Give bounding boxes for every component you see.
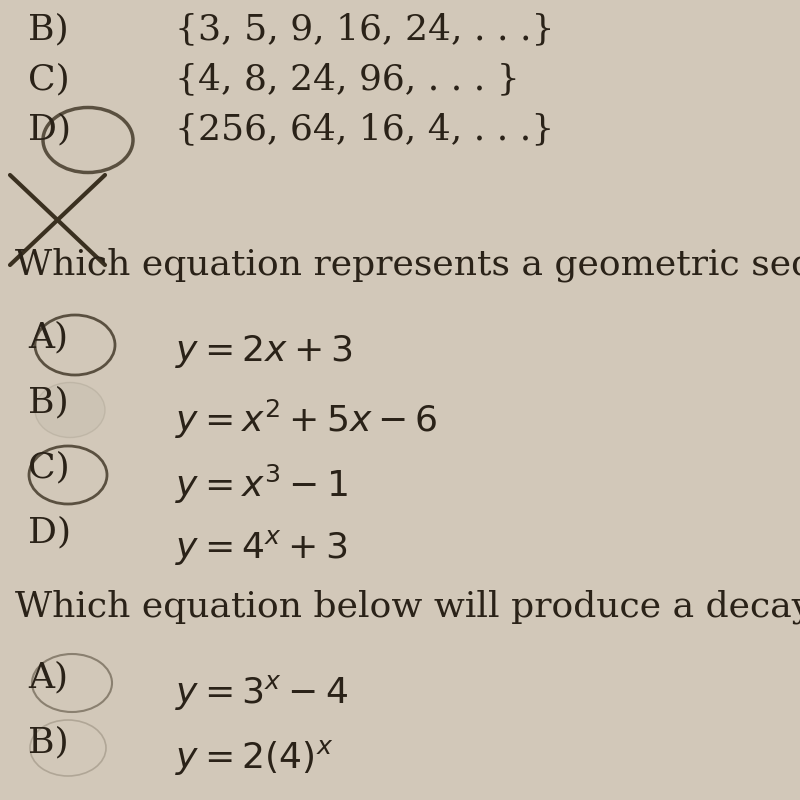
Text: $y = x^3 - 1$: $y = x^3 - 1$ <box>175 463 348 506</box>
Text: D): D) <box>28 515 71 549</box>
Text: $y = 4^x + 3$: $y = 4^x + 3$ <box>175 528 347 567</box>
Text: B): B) <box>28 725 69 759</box>
Text: Which equation represents a geometric sequence: Which equation represents a geometric se… <box>15 248 800 282</box>
Text: Which equation below will produce a decay cur: Which equation below will produce a deca… <box>15 590 800 625</box>
Text: $y = 2(4)^x$: $y = 2(4)^x$ <box>175 738 334 777</box>
Text: C): C) <box>28 62 70 96</box>
Text: {256, 64, 16, 4, . . .}: {256, 64, 16, 4, . . .} <box>175 112 554 146</box>
Text: B): B) <box>28 12 69 46</box>
Text: {3, 5, 9, 16, 24, . . .}: {3, 5, 9, 16, 24, . . .} <box>175 12 554 46</box>
Text: $y = 3^x - 4$: $y = 3^x - 4$ <box>175 673 348 712</box>
Text: A): A) <box>28 320 68 354</box>
Text: D): D) <box>28 112 71 146</box>
Text: {4, 8, 24, 96, . . . }: {4, 8, 24, 96, . . . } <box>175 62 520 96</box>
Text: $y = x^2 + 5x - 6$: $y = x^2 + 5x - 6$ <box>175 398 438 442</box>
Text: A): A) <box>28 660 68 694</box>
Text: B): B) <box>28 385 69 419</box>
Ellipse shape <box>35 382 105 438</box>
Text: $y = 2x + 3$: $y = 2x + 3$ <box>175 333 353 370</box>
Text: C): C) <box>28 450 70 484</box>
